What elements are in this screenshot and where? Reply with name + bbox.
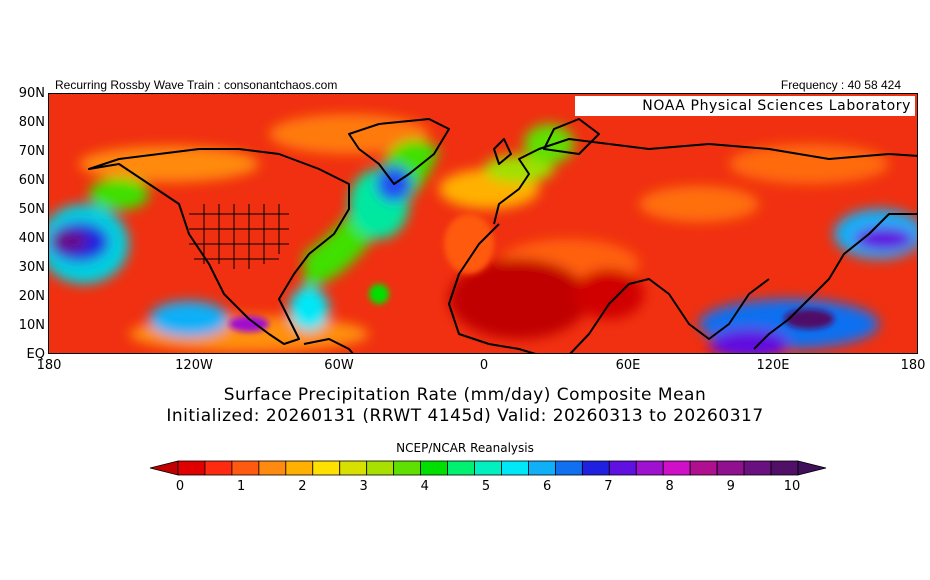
- lon-label-60e: 60E: [615, 358, 641, 373]
- colorbar-swatch: [474, 460, 502, 476]
- colorbar-swatch: [501, 460, 529, 476]
- header-left-text: Recurring Rossby Wave Train : consonantc…: [55, 78, 338, 92]
- colorbar-swatch: [447, 460, 475, 476]
- colorbar-label: 0: [175, 479, 185, 494]
- colorbar-swatch: [581, 460, 610, 476]
- colorbar-label: 5: [481, 479, 491, 494]
- colorbar-label: 1: [237, 479, 246, 494]
- colorbar-swatch: [770, 460, 799, 476]
- colorbar-label: 9: [726, 479, 735, 494]
- colorbar-label: 3: [359, 479, 368, 494]
- colorbar-swatch: [339, 460, 368, 476]
- colorbar-swatch: [393, 460, 422, 476]
- colorbar-swatch: [528, 460, 556, 476]
- lat-label-40n: 40N: [18, 231, 45, 246]
- colorbar-swatch: [231, 460, 260, 476]
- precipitation-map: NOAA Physical Sciences Laboratory: [48, 93, 918, 354]
- noaa-credit-box: NOAA Physical Sciences Laboratory: [575, 96, 915, 116]
- lat-label-50n: 50N: [18, 202, 45, 217]
- lat-label-90n: 90N: [18, 86, 45, 101]
- lon-label-180-east: 180: [900, 358, 926, 373]
- plot-subtitle: Initialized: 20260131 (RRWT 4145d) Valid…: [166, 406, 764, 426]
- colorbar-label: 8: [665, 479, 674, 494]
- lat-label-10n: 10N: [18, 318, 45, 333]
- colorbar-swatch: [608, 460, 637, 476]
- lon-label-180-west: 180: [36, 358, 62, 373]
- colorbar-swatch: [177, 460, 206, 476]
- colorbar-swatch: [366, 460, 395, 476]
- lon-label-60w: 60W: [324, 358, 354, 373]
- colorbar-swatch: [716, 460, 745, 476]
- colorbar-swatch: [258, 460, 287, 476]
- lat-label-70n: 70N: [18, 144, 45, 159]
- header-right-text: Frequency : 40 58 424: [780, 78, 901, 92]
- colorbar-swatch: [662, 460, 691, 476]
- lon-label-120e: 120E: [756, 358, 790, 373]
- colorbar: [149, 460, 827, 476]
- lat-label-30n: 30N: [18, 260, 45, 275]
- lat-label-80n: 80N: [18, 115, 45, 130]
- colorbar-label: 7: [604, 479, 613, 494]
- colorbar-label: 2: [298, 479, 307, 494]
- colorbar-swatch: [689, 460, 718, 476]
- colorbar-label: 4: [420, 479, 429, 494]
- lat-label-eq: EQ: [26, 347, 45, 362]
- colorbar-swatch: [204, 460, 233, 476]
- colorbar-label: 6: [543, 479, 552, 494]
- data-source-label: NCEP/NCAR Reanalysis: [396, 441, 534, 455]
- plot-title: Surface Precipitation Rate (mm/day) Comp…: [223, 385, 707, 405]
- lat-label-20n: 20N: [18, 289, 45, 304]
- lat-label-60n: 60N: [18, 173, 45, 188]
- lon-label-120w: 120W: [175, 358, 213, 373]
- colorbar-swatch: [312, 460, 341, 476]
- colorbar-swatch: [554, 460, 583, 476]
- colorbar-label: 10: [783, 479, 801, 494]
- lon-label-0: 0: [479, 358, 489, 373]
- colorbar-swatch: [285, 460, 314, 476]
- colorbar-high-cap: [797, 460, 827, 476]
- colorbar-swatch: [420, 460, 448, 476]
- colorbar-low-cap: [149, 460, 179, 476]
- colorbar-swatch: [635, 460, 664, 476]
- precipitation-field: [49, 94, 917, 353]
- colorbar-swatch: [743, 460, 772, 476]
